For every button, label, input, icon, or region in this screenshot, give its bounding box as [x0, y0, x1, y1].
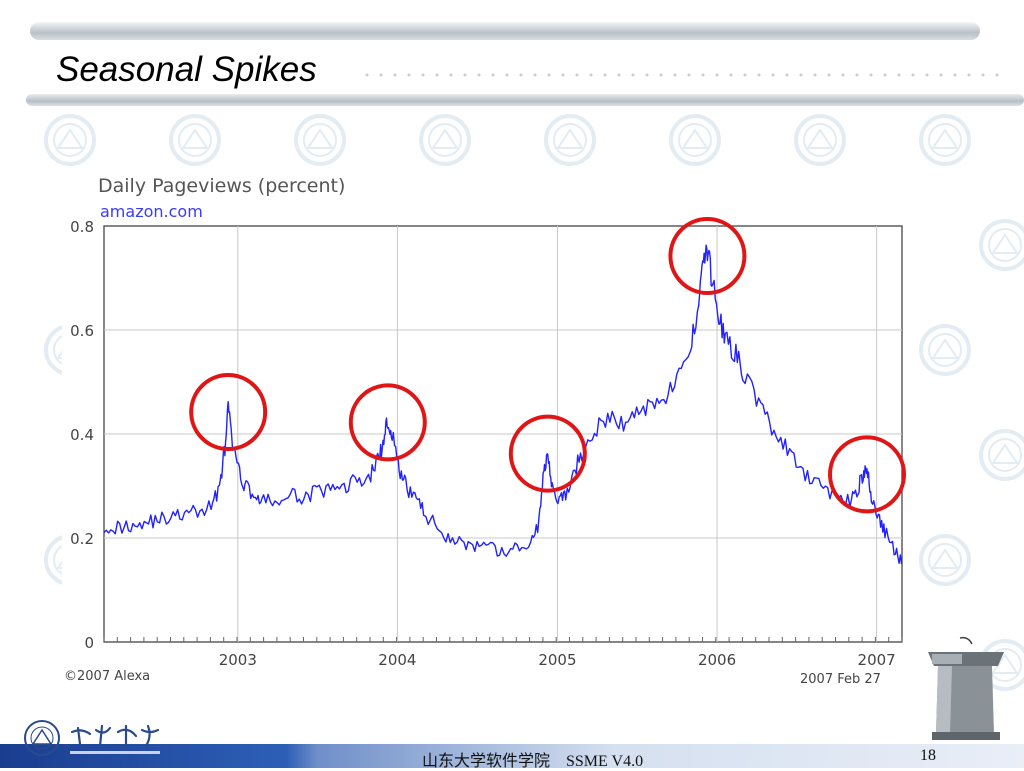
x-tick-label: 2006 — [698, 651, 736, 669]
spike-circle — [508, 414, 587, 493]
podium-icon — [928, 636, 1004, 740]
slide-title: Seasonal Spikes — [56, 50, 317, 89]
y-tick-label: 0.8 — [70, 218, 94, 236]
spike-highlights — [189, 217, 907, 514]
chart-title: Daily Pageviews (percent) — [98, 175, 346, 197]
y-tick-label: 0 — [84, 634, 94, 652]
chart-credit: ©2007 Alexa — [64, 669, 151, 684]
title-underline-bar — [26, 94, 1024, 106]
series-line-amazon — [103, 244, 903, 565]
grid-lines — [104, 226, 902, 642]
y-tick-label: 0.2 — [70, 530, 94, 548]
chart-subtitle: amazon.com — [100, 202, 203, 221]
spike-circle — [668, 217, 747, 295]
page-number: 18 — [920, 747, 936, 764]
x-tick-label: 2003 — [219, 651, 257, 669]
x-tick-label: 2004 — [378, 651, 416, 669]
header-decor-bar — [30, 22, 980, 40]
footer-bar — [0, 744, 1024, 768]
y-tick-label: 0.4 — [70, 426, 94, 444]
spike-circle — [348, 383, 427, 462]
spike-circle — [828, 435, 907, 514]
footer-course-label: 山东大学软件学院 SSME V4.0 — [422, 753, 644, 770]
x-tick-label: 2007 — [858, 651, 896, 669]
spike-circle — [189, 373, 268, 451]
y-tick-label: 0.6 — [70, 322, 94, 340]
x-tick-label: 2005 — [538, 651, 576, 669]
title-dotted-rule — [360, 72, 1000, 78]
university-logo — [24, 720, 160, 756]
chart-date: 2007 Feb 27 — [800, 672, 881, 687]
axis-ticks: 0 0.2 0.4 0.6 0.8 2003 2004 2005 2006 2007 — [70, 218, 903, 669]
